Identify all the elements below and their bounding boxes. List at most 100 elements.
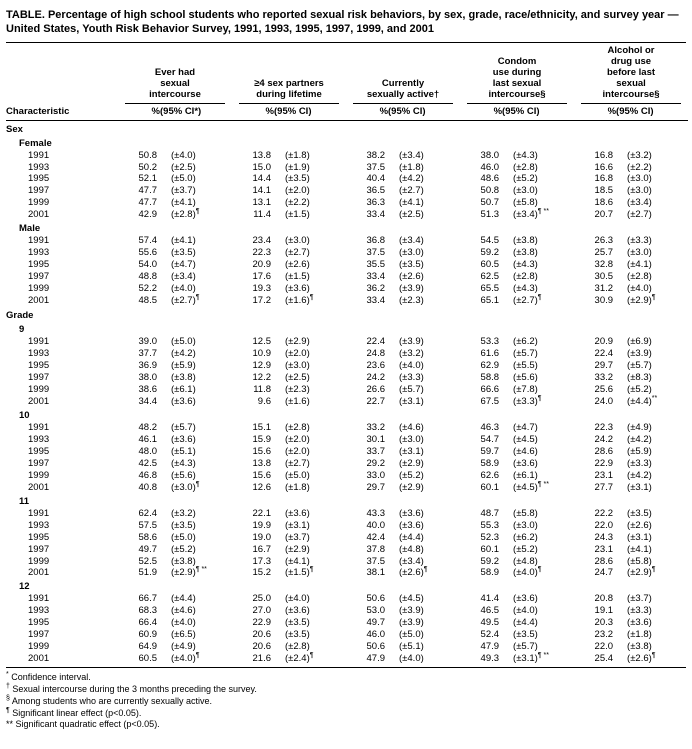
pct-cell: 60.1 <box>480 481 500 493</box>
ci-cell: (±4.3) <box>171 457 196 469</box>
ci-cell: (±5.2) <box>513 173 538 185</box>
pct-cell: 27.7 <box>594 481 614 493</box>
year-row: 1999 47.7 (±4.1) 13.1 (±2.2) 36.3 (±4.1) 50.7 (±… <box>6 197 688 209</box>
ci-cell: (±3.0) <box>627 247 652 259</box>
pct-cell: 22.4 <box>594 348 614 360</box>
pct-cell: 28.6 <box>594 555 614 567</box>
ci-cell: (±2.9)¶ ** <box>171 566 207 579</box>
ci-cell: (±2.7) <box>627 209 652 221</box>
year-cell: 2001 <box>28 209 50 221</box>
pct-cell: 30.9 <box>594 295 614 307</box>
pct-cell: 65.5 <box>480 283 500 295</box>
ci-cell: (±7.8) <box>513 383 538 395</box>
year-cell: 1999 <box>28 197 50 209</box>
ci-cell: (±5.1) <box>171 445 196 457</box>
year-cell: 1999 <box>28 555 50 567</box>
ci-cell: (±2.8) <box>513 271 538 283</box>
pct-cell: 35.5 <box>366 259 386 271</box>
subsection-row: Female <box>6 136 688 150</box>
pct-cell: 14.1 <box>252 185 272 197</box>
pct-cell: 22.4 <box>366 336 386 348</box>
year-cell: 1995 <box>28 259 50 271</box>
ci-cell: (±3.7) <box>627 593 652 605</box>
ci-cell: (±3.9) <box>399 336 424 348</box>
pct-cell: 59.2 <box>480 247 500 259</box>
pct-cell: 24.2 <box>366 371 386 383</box>
pct-cell: 48.7 <box>480 507 500 519</box>
ci-cell: (±3.3)¶ <box>513 394 542 407</box>
ci-cell: (±4.0) <box>171 149 196 161</box>
pct-cell: 52.4 <box>480 629 500 641</box>
year-cell: 1997 <box>28 371 50 383</box>
ci-cell: (±3.5) <box>627 507 652 519</box>
ci-cell: (±3.6) <box>627 617 652 629</box>
year-cell: 1995 <box>28 531 50 543</box>
significance-marker: ¶ ** <box>537 652 549 660</box>
ci-cell: (±4.5) <box>399 593 424 605</box>
footnote: § Among students who are currently sexua… <box>6 695 686 707</box>
subsection-row: 11 <box>6 494 688 508</box>
ci-cell: (±3.0) <box>513 519 538 531</box>
subsection-label: 11 <box>19 495 30 507</box>
ci-cell: (±5.2) <box>627 383 652 395</box>
risk-behavior-table: Ever had sexual intercourse ≥4 sex partners… <box>6 45 689 666</box>
ci-cell: (±4.4) <box>513 617 538 629</box>
pct-cell: 17.3 <box>252 555 272 567</box>
pct-cell: 12.2 <box>252 371 272 383</box>
pct-cell: 48.0 <box>138 445 158 457</box>
pct-cell: 40.4 <box>366 173 386 185</box>
ci-cell: (±4.9) <box>171 641 196 653</box>
pct-cell: 32.8 <box>594 259 614 271</box>
pct-cell: 36.3 <box>366 197 386 209</box>
pct-cell: 50.8 <box>480 185 500 197</box>
pct-cell: 25.4 <box>594 653 614 665</box>
percent-header: % <box>232 103 274 121</box>
table-title: TABLE. Percentage of high school student… <box>6 4 686 43</box>
pct-cell: 22.3 <box>252 247 272 259</box>
ci-cell: (±1.6) <box>285 395 310 407</box>
year-row: 1997 42.5 (±4.3) 13.8 (±2.7) 29.2 (±2.9) 58.9 (±… <box>6 458 688 470</box>
ci-cell: (±3.0) <box>285 235 310 247</box>
pct-cell: 16.7 <box>252 543 272 555</box>
pct-cell: 50.6 <box>366 593 386 605</box>
ci-cell: (±3.4) <box>171 271 196 283</box>
year-cell: 1991 <box>28 507 50 519</box>
ci-cell: (±2.3) <box>399 295 424 307</box>
year-cell: 1993 <box>28 348 50 360</box>
pct-cell: 20.9 <box>252 259 272 271</box>
year-cell: 2001 <box>28 481 50 493</box>
pct-cell: 22.3 <box>594 421 614 433</box>
pct-cell: 22.1 <box>252 507 272 519</box>
subsection-row: Male <box>6 221 688 235</box>
column-group-label: Ever had sexual intercourse <box>125 67 225 104</box>
pct-cell: 23.6 <box>366 360 386 372</box>
pct-cell: 27.0 <box>252 605 272 617</box>
pct-cell: 19.0 <box>252 531 272 543</box>
year-row: 1999 52.5 (±3.8) 17.3 (±4.1) 37.5 (±3.4) 59.2 (±… <box>6 556 688 568</box>
significance-marker: ¶ <box>537 294 542 302</box>
year-cell: 1997 <box>28 629 50 641</box>
ci-cell: (±3.5) <box>171 247 196 259</box>
ci-cell: (±1.6)¶ <box>285 294 314 307</box>
pct-cell: 48.6 <box>480 173 500 185</box>
ci-cell: (±5.6) <box>171 469 196 481</box>
year-row: 2001 51.9 (±2.9)¶ ** 15.2 (±1.5)¶ 38.1 (±2.6)¶… <box>6 566 688 579</box>
significance-marker: ¶ <box>309 294 314 302</box>
ci-cell: (±3.5) <box>513 629 538 641</box>
ci-cell: (±3.1)¶ ** <box>513 652 549 665</box>
pct-cell: 11.8 <box>253 383 271 395</box>
ci-cell: (±4.0) <box>171 283 196 295</box>
pct-cell: 20.3 <box>594 617 614 629</box>
pct-cell: 49.7 <box>366 617 386 629</box>
pct-cell: 22.2 <box>594 507 614 519</box>
pct-cell: 33.7 <box>366 445 386 457</box>
percent-header: % <box>118 103 160 121</box>
year-row: 1991 50.8 (±4.0) 13.8 (±1.8) 38.2 (±3.4) 38.0 (±… <box>6 150 688 162</box>
year-cell: 1993 <box>28 433 50 445</box>
ci-cell: (±3.3) <box>627 235 652 247</box>
group-header-row: Ever had sexual intercourse ≥4 sex partners… <box>6 45 688 104</box>
pct-cell: 47.7 <box>138 197 158 209</box>
footnote-marker: § <box>6 695 10 703</box>
subsection-label: 10 <box>19 409 30 421</box>
ci-cell: (±2.7)¶ <box>513 294 542 307</box>
